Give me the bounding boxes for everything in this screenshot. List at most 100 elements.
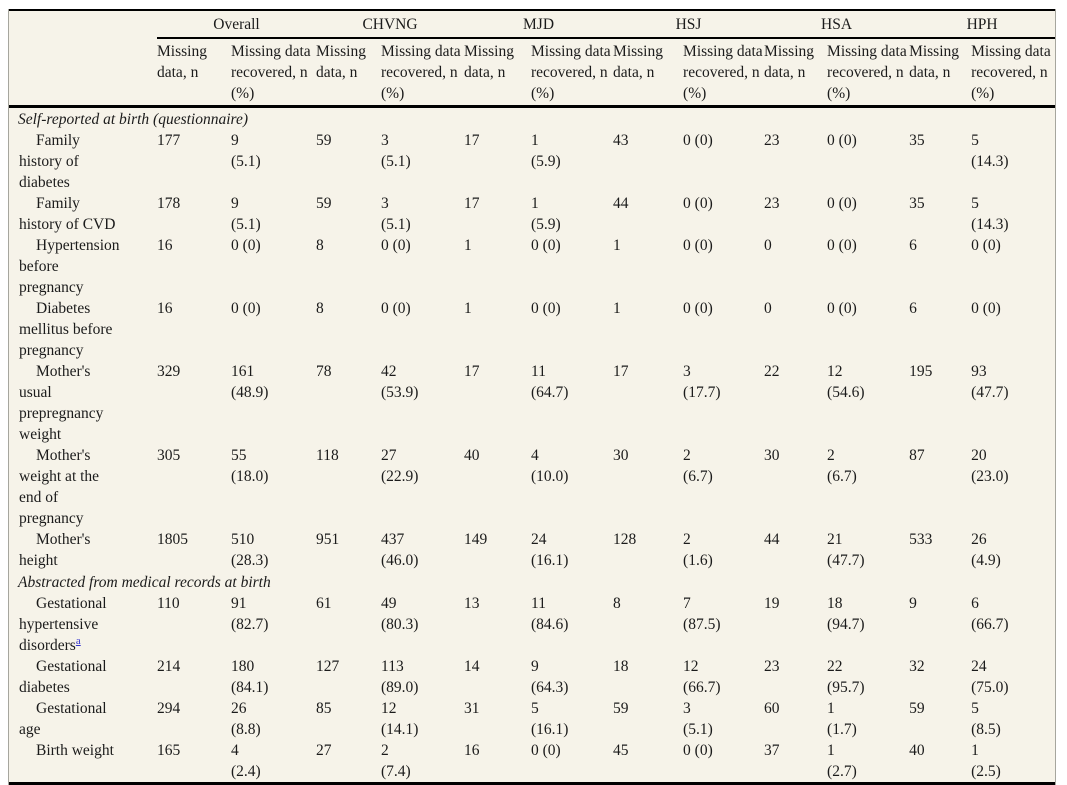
- data-cell: 4 (2.4): [231, 742, 261, 780]
- row-label: Mother's height: [19, 531, 91, 569]
- data-cell: 329: [157, 363, 181, 380]
- data-cell: 0 (0): [827, 195, 857, 212]
- column-subheader-recovered: Missing data recovered, n (%): [971, 38, 1055, 108]
- column-subheader-recovered: Missing data recovered, n (%): [683, 38, 765, 108]
- data-cell: 17: [613, 363, 629, 380]
- data-cell: 0 (0): [231, 300, 261, 317]
- data-cell: 40: [909, 742, 925, 759]
- data-cell: 3 (5.1): [381, 132, 411, 170]
- data-cell: 87: [909, 447, 925, 464]
- data-cell: 127: [316, 658, 340, 675]
- data-cell: 40: [464, 447, 480, 464]
- data-cell: 18 (94.7): [827, 595, 865, 633]
- group-header-row: Overall CHVNG MJD HSJ HSA HPH: [9, 10, 1055, 39]
- section-header-row: Self-reported at birth (questionnaire): [9, 107, 1055, 131]
- data-cell: 178: [157, 195, 181, 212]
- row-label: Family history of CVD: [19, 195, 116, 233]
- data-cell: 2 (6.7): [683, 447, 713, 485]
- data-cell: 27: [316, 742, 332, 759]
- data-cell: 59: [613, 700, 629, 717]
- data-cell: 4 (10.0): [531, 447, 569, 485]
- data-cell: 5 (8.5): [971, 700, 1001, 738]
- data-cell: 17: [464, 363, 480, 380]
- data-cell: 12 (54.6): [827, 363, 865, 401]
- data-cell: 1 (5.9): [531, 195, 561, 233]
- column-subheader-missing: Missing data, n: [464, 38, 532, 108]
- data-cell: 78: [316, 363, 332, 380]
- data-cell: 113 (89.0): [381, 658, 419, 696]
- table-row: Family history of CVD 178 9 (5.1) 59 3 (5.1)…: [9, 193, 1055, 235]
- table-row: Diabetes mellitus before pregnancy 16 0 (0…: [9, 298, 1055, 361]
- data-cell: 0 (0): [683, 132, 713, 149]
- table-container: Overall CHVNG MJD HSJ HSA HPH Missing da…: [8, 9, 1056, 785]
- data-cell: 49 (80.3): [381, 595, 419, 633]
- table-row: Birth weight 165 4 (2.4) 27 2 (7.4) 16 0 (0) 45…: [9, 740, 1055, 784]
- data-cell: 91 (82.7): [231, 595, 269, 633]
- data-cell: 23: [764, 658, 780, 675]
- data-cell: 32: [909, 658, 925, 675]
- data-cell: 45: [613, 742, 629, 759]
- data-cell: 6: [909, 300, 917, 317]
- data-cell: 44: [764, 531, 780, 548]
- data-cell: 85: [316, 700, 332, 717]
- data-cell: 0: [764, 237, 772, 254]
- data-cell: 6 (66.7): [971, 595, 1009, 633]
- data-cell: 30: [613, 447, 629, 464]
- data-cell: 61: [316, 595, 332, 612]
- data-cell: 24 (16.1): [531, 531, 569, 569]
- data-cell: 0 (0): [381, 300, 411, 317]
- data-cell: 294: [157, 700, 181, 717]
- data-cell: 214: [157, 658, 181, 675]
- data-cell: 1: [464, 300, 472, 317]
- data-cell: 9 (5.1): [231, 195, 261, 233]
- row-label: Mother's weight at the end of pregnancy: [19, 447, 100, 527]
- data-cell: 0 (0): [683, 742, 713, 759]
- data-cell: 18: [613, 658, 629, 675]
- data-cell: 13: [464, 595, 480, 612]
- data-cell: 24 (75.0): [971, 658, 1009, 696]
- data-cell: 55 (18.0): [231, 447, 269, 485]
- column-group-header-hsa: HSA: [764, 10, 910, 39]
- table-row: Gestational diabetes 214 180 (84.1) 127 113 …: [9, 656, 1055, 698]
- data-cell: 180 (84.1): [231, 658, 269, 696]
- data-cell: 8: [613, 595, 621, 612]
- data-cell: 23: [764, 132, 780, 149]
- data-cell: 12 (66.7): [683, 658, 721, 696]
- data-cell: 23: [764, 195, 780, 212]
- column-group-header-overall: Overall: [157, 10, 317, 39]
- data-cell: 59: [316, 195, 332, 212]
- data-cell: 0 (0): [531, 300, 561, 317]
- data-cell: 0 (0): [827, 132, 857, 149]
- data-cell: 17: [464, 195, 480, 212]
- data-cell: 42 (53.9): [381, 363, 419, 401]
- data-cell: 0 (0): [827, 237, 857, 254]
- data-cell: 16: [157, 237, 173, 254]
- data-cell: 0 (0): [827, 300, 857, 317]
- data-cell: 60: [764, 700, 780, 717]
- column-subheader-missing: Missing data, n: [909, 38, 972, 108]
- data-cell: 3 (17.7): [683, 363, 721, 401]
- data-cell: 1 (2.7): [827, 742, 857, 780]
- empty-subheader-cell: [9, 38, 157, 108]
- data-cell: 2 (1.6): [683, 531, 713, 569]
- data-cell: 21 (47.7): [827, 531, 865, 569]
- data-cell: 510 (28.3): [231, 531, 269, 569]
- data-cell: 22: [764, 363, 780, 380]
- data-cell: 5 (14.3): [971, 195, 1009, 233]
- data-cell: 93 (47.7): [971, 363, 1009, 401]
- footnote-marker-a[interactable]: a: [75, 634, 81, 647]
- table-header: Overall CHVNG MJD HSJ HSA HPH Missing da…: [9, 10, 1055, 108]
- data-cell: 128: [613, 531, 637, 548]
- table-row: Gestational hypertensive disordersa 110 91…: [9, 593, 1055, 656]
- data-cell: 16: [464, 742, 480, 759]
- data-cell: 37: [764, 742, 780, 759]
- data-cell: 27 (22.9): [381, 447, 419, 485]
- data-cell: 7 (87.5): [683, 595, 721, 633]
- table-row: Mother's weight at the end of pregnancy 3…: [9, 445, 1055, 529]
- section-header-row: Abstracted from medical records at birth: [9, 571, 1055, 593]
- data-cell: 110: [157, 595, 180, 612]
- data-cell: 2 (7.4): [381, 742, 411, 780]
- data-cell: 14: [464, 658, 480, 675]
- column-subheader-recovered: Missing data recovered, n (%): [231, 38, 317, 108]
- row-label: Family history of diabetes: [19, 132, 80, 191]
